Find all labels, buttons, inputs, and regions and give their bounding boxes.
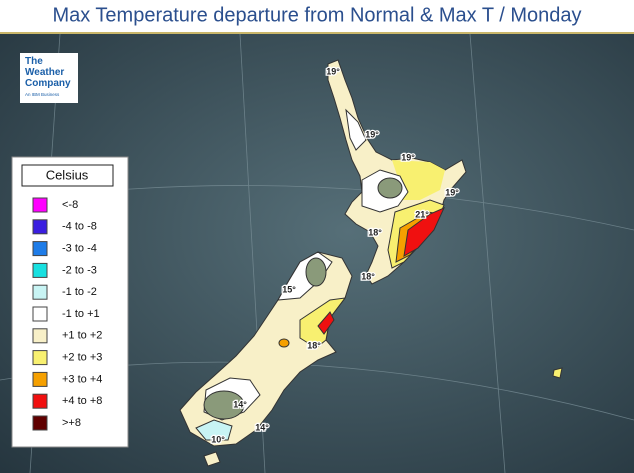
legend-label: -1 to -2 xyxy=(62,286,97,298)
legend-label: -1 to +1 xyxy=(62,308,100,320)
temperature-label: 10° xyxy=(211,434,225,444)
title-bar xyxy=(0,0,634,32)
logo xyxy=(20,53,78,103)
legend-label: -4 to -8 xyxy=(62,221,97,233)
temperature-label: 14° xyxy=(255,422,269,432)
temperature-label: 15° xyxy=(282,284,296,294)
legend xyxy=(11,156,129,448)
legend-swatch xyxy=(32,219,48,235)
temperature-label: 19° xyxy=(445,187,459,197)
legend-swatch xyxy=(32,306,48,322)
temperature-label: 18° xyxy=(307,340,321,350)
legend-label: +4 to +8 xyxy=(62,395,102,407)
legend-label: +1 to +2 xyxy=(62,330,102,342)
temperature-label: 19° xyxy=(365,129,379,139)
legend-swatch xyxy=(32,371,48,387)
temperature-label: 19° xyxy=(401,152,415,162)
legend-label: -2 to -3 xyxy=(62,264,97,276)
logo-text: Weather xyxy=(25,67,64,78)
temperature-label: 18° xyxy=(368,227,382,237)
temperature-label: 21° xyxy=(415,209,429,219)
legend-swatch xyxy=(32,415,48,431)
logo-tagline: An IBM Business xyxy=(25,92,60,97)
temperature-label: 19° xyxy=(326,66,340,76)
temperature-label: 18° xyxy=(361,271,375,281)
legend-title: Celsius xyxy=(46,167,89,182)
south-island xyxy=(179,251,353,467)
legend-label: -3 to -4 xyxy=(62,243,97,255)
legend-swatch xyxy=(32,393,48,409)
divider xyxy=(0,32,634,34)
legend-swatch xyxy=(32,241,48,257)
legend-swatch xyxy=(32,328,48,344)
legend-label: <-8 xyxy=(62,199,78,211)
legend-label: +3 to +4 xyxy=(62,373,102,385)
legend-swatch xyxy=(32,197,48,213)
chatham-islands xyxy=(552,367,563,379)
north-island xyxy=(327,59,467,285)
legend-swatch xyxy=(32,262,48,278)
legend-swatch xyxy=(32,350,48,366)
legend-label: +2 to +3 xyxy=(62,352,102,364)
temperature-label: 14° xyxy=(233,399,247,409)
legend-title-box xyxy=(21,164,114,187)
title: Max Temperature departure from Normal & … xyxy=(52,4,581,26)
logo-text: Company xyxy=(25,78,71,89)
logo-text: The xyxy=(25,56,43,67)
legend-label: >+8 xyxy=(62,417,81,429)
legend-swatch xyxy=(32,284,48,300)
